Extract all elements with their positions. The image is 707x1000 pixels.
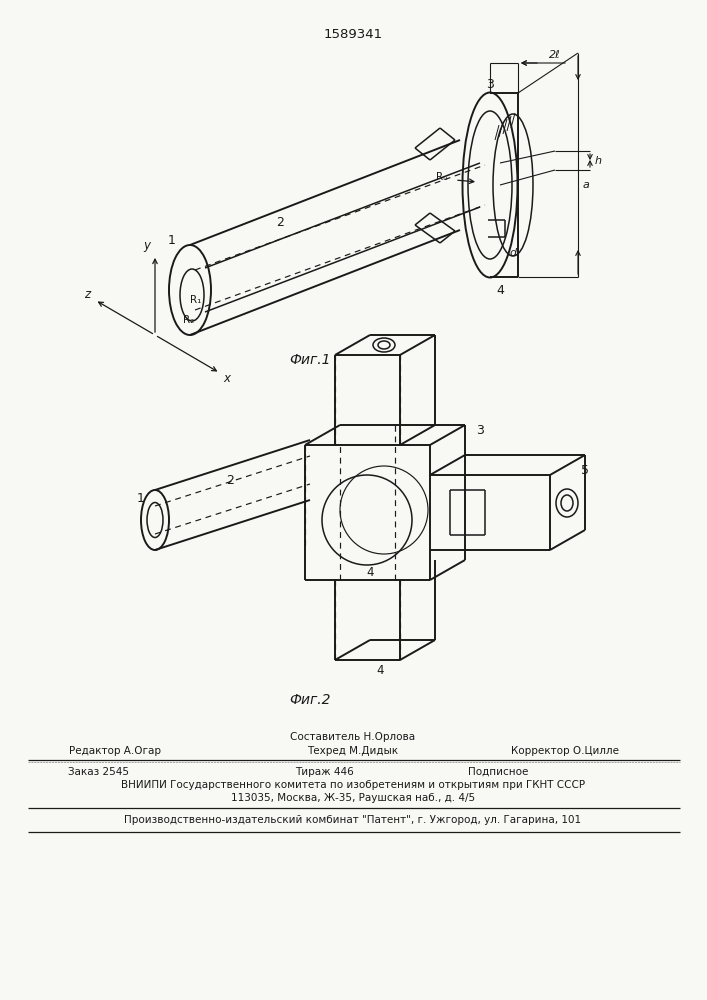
Text: 2: 2 — [276, 216, 284, 229]
Text: Фиг.1: Фиг.1 — [289, 353, 331, 367]
Text: 5: 5 — [581, 464, 589, 477]
Text: a: a — [583, 180, 590, 190]
Text: Редактор А.Огар: Редактор А.Огар — [69, 746, 161, 756]
Text: R₁: R₁ — [190, 295, 201, 305]
Text: 113035, Москва, Ж-35, Раушская наб., д. 4/5: 113035, Москва, Ж-35, Раушская наб., д. … — [231, 793, 475, 803]
Text: Производственно-издательский комбинат "Патент", г. Ужгород, ул. Гагарина, 101: Производственно-издательский комбинат "П… — [124, 815, 582, 825]
Text: ВНИИПИ Государственного комитета по изобретениям и открытиям при ГКНТ СССР: ВНИИПИ Государственного комитета по изоб… — [121, 780, 585, 790]
Text: Заказ 2545: Заказ 2545 — [68, 767, 129, 777]
Text: y: y — [144, 238, 151, 251]
Text: Тираж 446: Тираж 446 — [295, 767, 354, 777]
Text: Подписное: Подписное — [468, 767, 528, 777]
Text: R₂: R₂ — [183, 315, 194, 325]
Text: 1: 1 — [168, 233, 176, 246]
Text: Составитель Н.Орлова: Составитель Н.Орлова — [291, 732, 416, 742]
Text: Техред М.Дидык: Техред М.Дидык — [308, 746, 399, 756]
Text: Rᵤ: Rᵤ — [436, 172, 448, 182]
Text: 4: 4 — [366, 566, 374, 578]
Text: 3: 3 — [486, 79, 494, 92]
Text: h: h — [595, 156, 602, 166]
Text: 1589341: 1589341 — [323, 28, 382, 41]
Text: 4: 4 — [376, 664, 384, 676]
Text: d: d — [510, 248, 517, 258]
Text: x: x — [223, 372, 230, 385]
Text: 2ℓ: 2ℓ — [549, 50, 561, 60]
Text: z: z — [84, 288, 90, 302]
Text: 3: 3 — [476, 424, 484, 436]
Text: 4: 4 — [496, 284, 504, 296]
Text: Фиг.2: Фиг.2 — [289, 693, 331, 707]
Text: 2: 2 — [226, 474, 234, 487]
Text: Корректор О.Цилле: Корректор О.Цилле — [511, 746, 619, 756]
Text: 1: 1 — [137, 491, 145, 504]
